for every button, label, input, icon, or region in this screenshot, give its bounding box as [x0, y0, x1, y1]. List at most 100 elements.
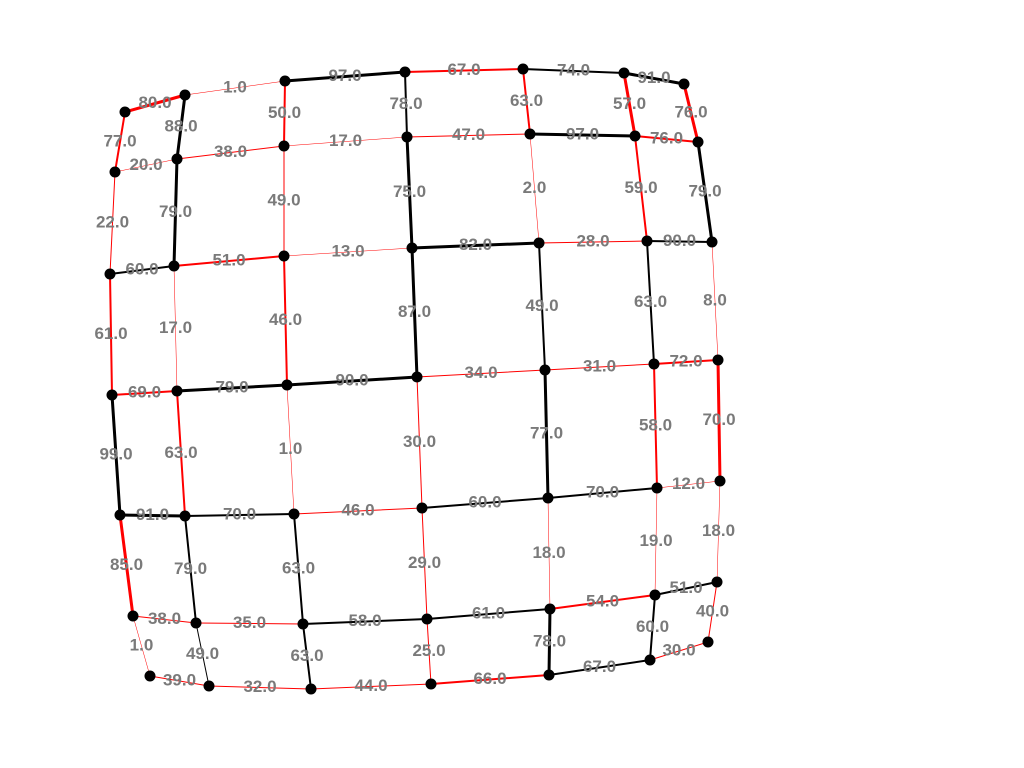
- edge-n32-n42: [286, 384, 295, 515]
- graph-node: [119, 106, 131, 118]
- edge-n42-n52: [293, 513, 304, 625]
- edge-n21-n22: [173, 255, 285, 267]
- edge-n43-n53: [421, 507, 428, 620]
- graph-node: [114, 509, 126, 521]
- edge-label: 63.0: [282, 558, 315, 577]
- edge-n51-n52: [195, 622, 304, 625]
- edge-n26-n36: [711, 241, 719, 361]
- edge-label: 49.0: [525, 296, 558, 315]
- node-layer: [104, 63, 726, 695]
- edge-n64-n65: [548, 659, 651, 676]
- graph-node: [203, 680, 215, 692]
- graph-node: [179, 510, 191, 522]
- edge-n41-n51: [184, 515, 197, 624]
- edge-label: 78.0: [533, 631, 566, 650]
- edge-n55-n65: [649, 594, 656, 661]
- edge-n52-n62: [302, 623, 312, 690]
- edge-label: 82.0: [459, 235, 492, 254]
- edge-label: 99.0: [99, 444, 132, 463]
- edge-n53-n63: [426, 618, 432, 685]
- edge-n30-n40: [110, 393, 122, 517]
- edge-label: 75.0: [393, 182, 426, 201]
- edge-n65-n66: [649, 641, 709, 661]
- graph-node: [406, 242, 418, 254]
- edge-n14-n15: [528, 132, 637, 138]
- graph-node: [539, 364, 551, 376]
- edge-label: 97.0: [566, 124, 599, 143]
- edge-label: 28.0: [576, 231, 609, 250]
- edge-label: 1.0: [130, 635, 154, 654]
- edge-label: 51.0: [212, 250, 245, 269]
- graph-node: [692, 136, 704, 148]
- graph-node: [106, 389, 118, 401]
- edge-n54-n55: [549, 594, 656, 610]
- edge-label: 30.0: [403, 432, 436, 451]
- edge-n22-n23: [283, 247, 413, 257]
- edge-n05-n06: [622, 71, 686, 86]
- edge-n33-n34: [416, 369, 546, 378]
- edge-label: 38.0: [214, 142, 247, 161]
- edge-label: 12.0: [672, 474, 705, 493]
- graph-node: [712, 354, 724, 366]
- edge-label: 79.0: [688, 181, 721, 200]
- graph-node: [533, 237, 545, 249]
- edge-label: 46.0: [269, 310, 302, 329]
- edge-n03-n04: [404, 68, 524, 73]
- edge-label: 49.0: [186, 644, 219, 663]
- edge-n13-n14: [406, 133, 531, 138]
- edge-label: 61.0: [94, 324, 127, 343]
- edge-label: 46.0: [341, 500, 374, 519]
- graph-node: [544, 603, 556, 615]
- edge-n20-n30: [109, 273, 113, 396]
- graph-node: [190, 617, 202, 629]
- edge-n22-n32: [283, 255, 288, 386]
- edge-label: 60.0: [125, 259, 158, 278]
- edge-label: 22.0: [96, 212, 129, 231]
- edge-n14-n24: [529, 133, 540, 244]
- edge-n40-n50: [118, 513, 135, 618]
- graph-node: [109, 166, 121, 178]
- edge-label: 30.0: [662, 640, 695, 659]
- edge-n35-n45: [653, 363, 658, 489]
- edge-label: 90.0: [335, 370, 368, 389]
- edge-n02-n12: [283, 80, 286, 147]
- edge-label: 63.0: [634, 292, 667, 311]
- graph-node: [401, 131, 413, 143]
- edge-n24-n25: [538, 240, 648, 244]
- edge-label: 79.0: [159, 202, 192, 221]
- edge-label: 17.0: [159, 318, 192, 337]
- edge-n56-n66: [707, 581, 718, 643]
- edge-n10-n20: [109, 171, 116, 275]
- edge-label: 49.0: [267, 190, 300, 209]
- edge-label: 60.0: [636, 617, 669, 636]
- graph-node: [288, 508, 300, 520]
- edge-label: 39.0: [163, 670, 196, 689]
- edge-n50-n60: [132, 615, 151, 677]
- graph-node: [399, 66, 411, 78]
- graph-node: [524, 128, 536, 140]
- edge-label: 91.0: [637, 68, 670, 87]
- graph-node: [425, 678, 437, 690]
- edge-n00-n01: [123, 93, 187, 114]
- graph-node: [706, 236, 718, 248]
- graph-node: [517, 63, 529, 75]
- edge-label: 57.0: [613, 94, 646, 113]
- edge-n21-n31: [173, 265, 178, 392]
- graph-node: [168, 260, 180, 272]
- edge-n46-n56: [716, 480, 721, 583]
- graph-node: [543, 669, 555, 681]
- edge-n12-n13: [283, 136, 408, 147]
- graph-node: [127, 610, 139, 622]
- edge-label: 34.0: [464, 363, 497, 382]
- edge-label: 19.0: [639, 531, 672, 550]
- graph-node: [278, 250, 290, 262]
- edge-label: 58.0: [348, 611, 381, 630]
- edge-label: 72.0: [669, 351, 702, 370]
- graph-node: [179, 89, 191, 101]
- graph-node: [411, 371, 423, 383]
- edge-label: 25.0: [412, 641, 445, 660]
- edge-n50-n51: [132, 615, 197, 624]
- edge-n11-n12: [176, 145, 285, 160]
- graph-node: [711, 576, 723, 588]
- label-layer: 80.0 1.0 97.0 67.0 74.0 91.0 20.0 38.0 17.0 47.0 9…: [94, 60, 735, 696]
